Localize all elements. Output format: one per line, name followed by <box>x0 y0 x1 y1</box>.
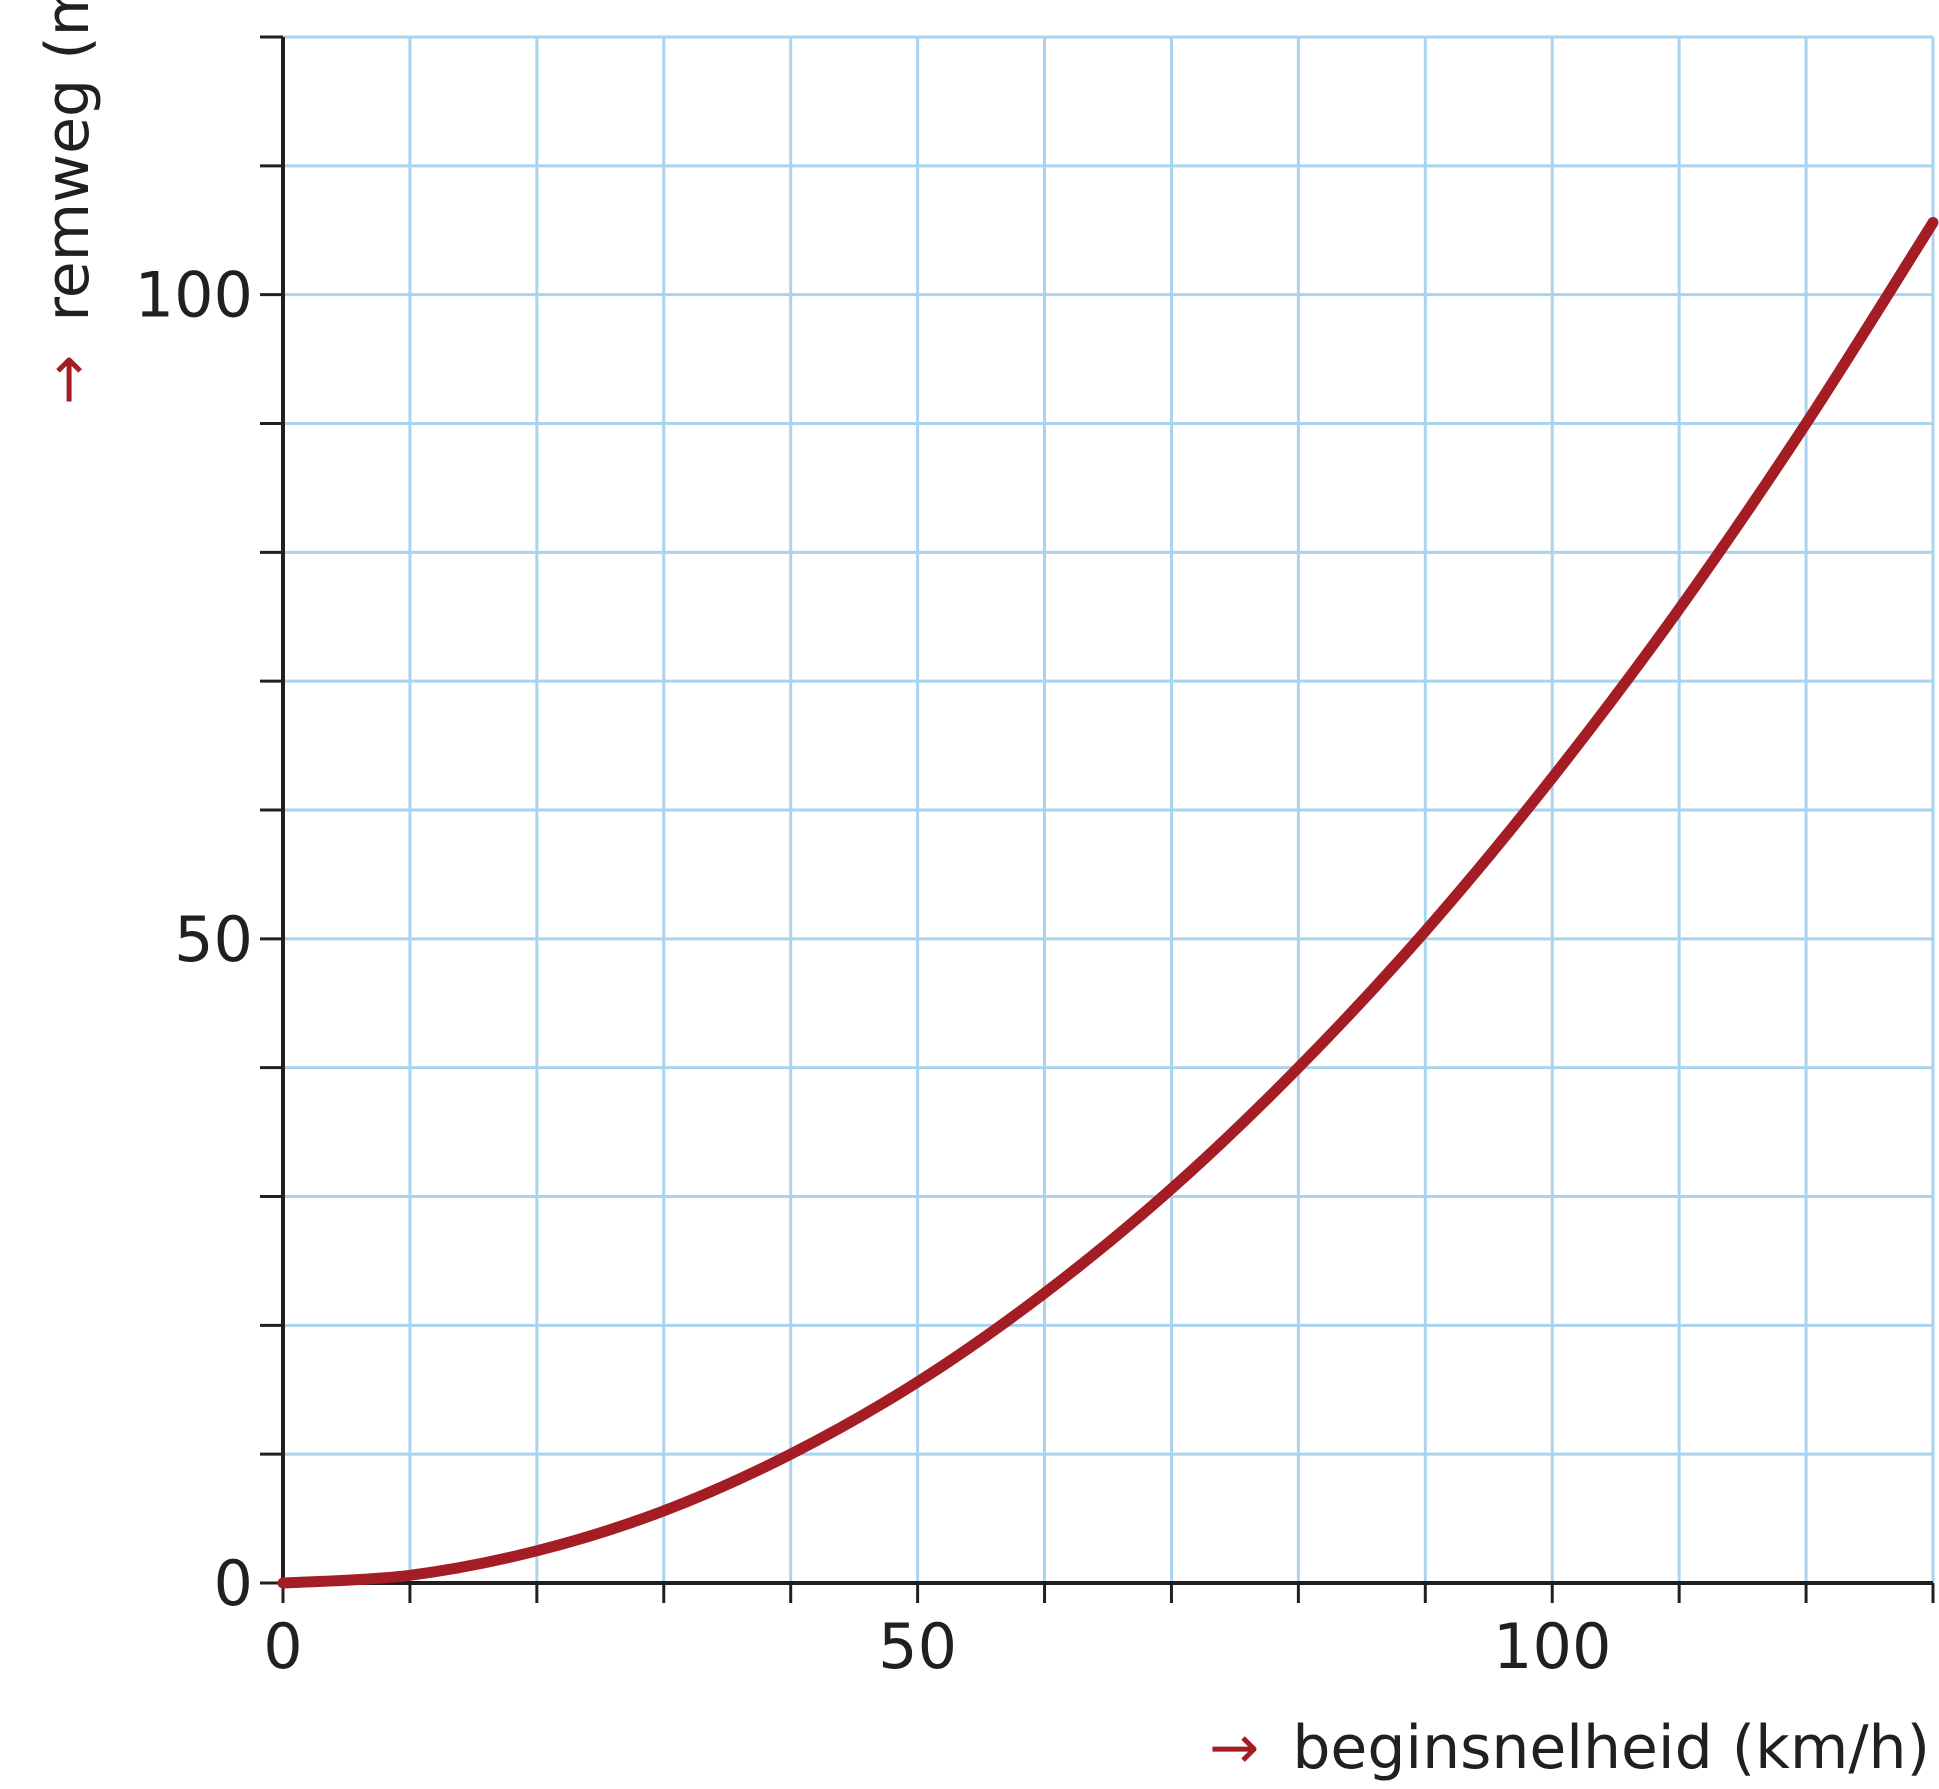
x-axis-label: beginsnelheid (km/h) <box>1292 1713 1930 1783</box>
x-tick-label: 0 <box>263 1610 302 1683</box>
tick-labels: 0 50 100 0 50 100 <box>135 259 1612 1683</box>
y-axis-title: → remweg (m) <box>33 0 103 405</box>
grid <box>283 35 1935 1583</box>
y-axis-label: remweg (m) <box>33 0 103 322</box>
x-axis-title: → beginsnelheid (km/h) <box>1209 1713 1930 1783</box>
series-line-remweg <box>277 217 1939 1589</box>
series <box>277 217 1939 1589</box>
x-tick-label: 100 <box>1493 1610 1611 1683</box>
x-axis-arrow: → <box>1209 1713 1259 1783</box>
y-tick-label: 100 <box>135 259 253 332</box>
y-axis-arrow: → <box>33 355 103 405</box>
y-tick-label: 0 <box>214 1547 253 1620</box>
x-tick-label: 50 <box>878 1610 957 1683</box>
axes <box>260 35 1935 1603</box>
y-tick-label: 50 <box>174 903 253 976</box>
